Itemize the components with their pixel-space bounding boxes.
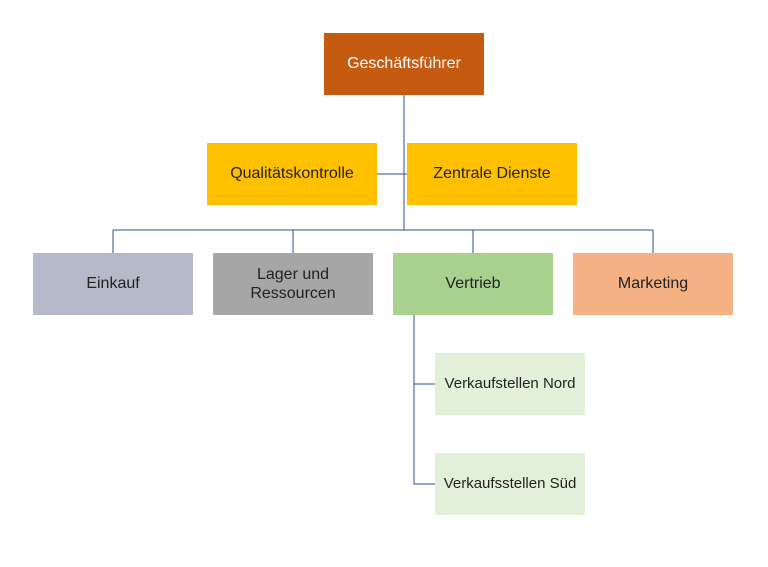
node-verkaufsstellen-sued: Verkaufsstellen Süd: [435, 453, 585, 515]
node-label: Verkaufsstellen Süd: [444, 475, 577, 493]
node-qualitaetskontrolle: Qualitätskontrolle: [207, 143, 377, 205]
node-label: Lager und Ressourcen: [219, 265, 367, 303]
node-vertrieb: Vertrieb: [393, 253, 553, 315]
node-label: Geschäftsführer: [347, 54, 461, 73]
node-label: Qualitätskontrolle: [230, 164, 354, 183]
node-geschaeftsfuehrer: Geschäftsführer: [324, 33, 484, 95]
node-label: Verkaufstellen Nord: [445, 375, 576, 393]
node-lager-ressourcen: Lager und Ressourcen: [213, 253, 373, 315]
node-zentrale-dienste: Zentrale Dienste: [407, 143, 577, 205]
node-verkaufsstellen-nord: Verkaufstellen Nord: [435, 353, 585, 415]
node-label: Vertrieb: [445, 274, 500, 293]
node-marketing: Marketing: [573, 253, 733, 315]
node-label: Zentrale Dienste: [433, 164, 550, 183]
node-label: Marketing: [618, 274, 688, 293]
node-einkauf: Einkauf: [33, 253, 193, 315]
node-label: Einkauf: [86, 274, 139, 293]
